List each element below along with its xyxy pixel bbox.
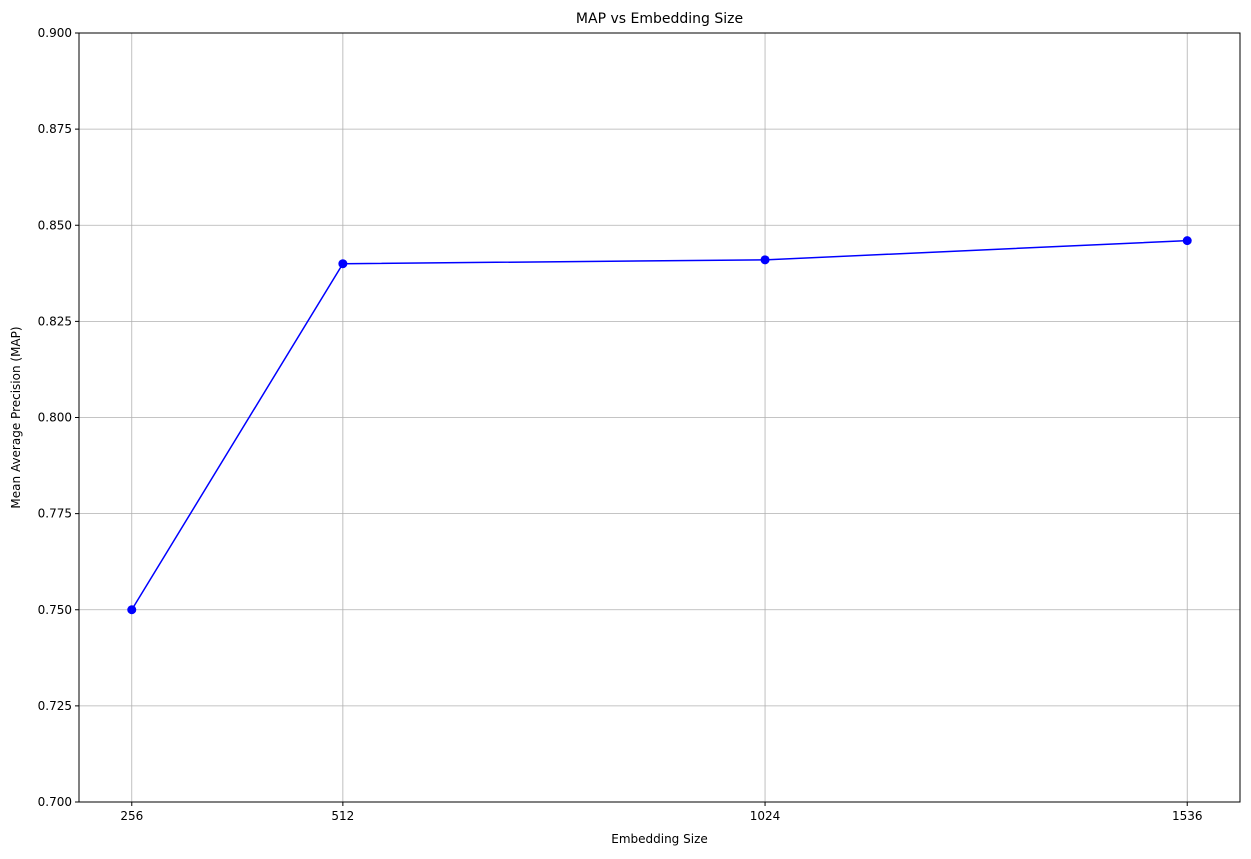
y-axis-label: Mean Average Precision (MAP): [9, 326, 23, 508]
data-point: [127, 605, 137, 615]
plot-frame: [78, 32, 1241, 803]
x-tick-label: 1536: [1172, 809, 1203, 823]
ticks: 256 512 1024 1536 0.700 0.725 0.750 0.775 0.800 0…: [38, 26, 1203, 823]
series: [127, 236, 1192, 615]
x-tick-label: 256: [120, 809, 143, 823]
chart-title: MAP vs Embedding Size: [576, 11, 743, 27]
x-tick-label: 1024: [750, 809, 781, 823]
y-tick-label: 0.825: [38, 314, 72, 328]
y-tick-label: 0.775: [38, 507, 72, 521]
y-tick-label: 0.875: [38, 122, 72, 136]
data-point: [1182, 236, 1192, 246]
y-tick-label: 0.850: [38, 218, 72, 232]
series-line: [131, 239, 1188, 611]
y-tick-label: 0.700: [38, 795, 72, 809]
y-tick-label: 0.900: [38, 26, 72, 40]
grid: [79, 32, 1240, 803]
y-tick-label: 0.800: [38, 411, 72, 425]
x-tick-label: 512: [331, 809, 354, 823]
x-axis-label: Embedding Size: [611, 832, 708, 846]
y-tick-label: 0.725: [38, 699, 72, 713]
y-tick-label: 0.750: [38, 603, 72, 617]
data-point: [338, 259, 348, 269]
data-point: [760, 255, 770, 265]
